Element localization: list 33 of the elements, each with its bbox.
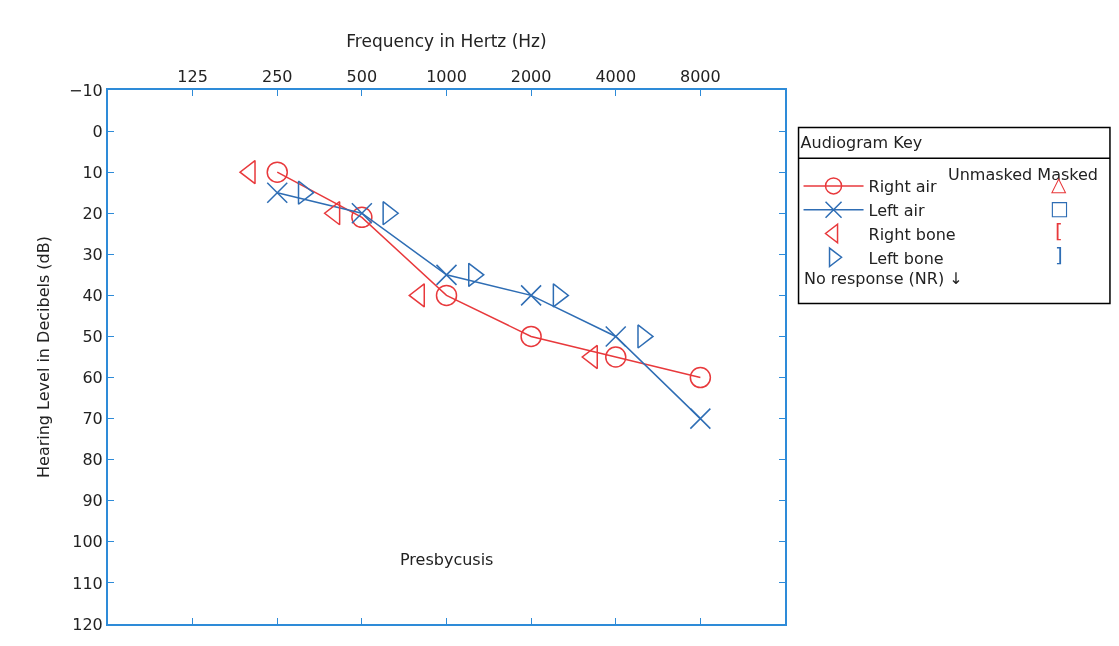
legend-label: Left bone — [868, 248, 944, 268]
y-tick-label: 80 — [82, 450, 103, 470]
y-tick-label: 70 — [82, 409, 103, 429]
legend-label: Right bone — [868, 224, 956, 244]
annotation: Presbycusis — [400, 550, 494, 569]
text: No response (NR) ↓ — [804, 269, 963, 288]
x-tick-label: 1000 — [426, 66, 467, 86]
y-tick-label: 0 — [92, 121, 103, 141]
x-axis-title: Frequency in Hertz (Hz) — [346, 30, 547, 51]
x-tick-label: 4000 — [595, 66, 637, 86]
y-tick-label: 40 — [82, 285, 103, 305]
y-tick-label: −10 — [69, 80, 103, 100]
x-tick-label: 250 — [261, 66, 293, 86]
y-tick-label: 50 — [82, 327, 103, 347]
y-tick-label: 60 — [82, 368, 103, 388]
legend-label: Left air — [868, 200, 925, 220]
y-tick-label: 10 — [82, 162, 103, 182]
legend-label: Right air — [868, 177, 938, 197]
y-tick-label: 30 — [82, 244, 103, 264]
legend-title: Audiogram Key — [800, 133, 923, 153]
x-tick-label: 500 — [346, 66, 378, 86]
y-tick-label: 100 — [72, 532, 103, 552]
x-tick-label: 2000 — [510, 66, 552, 86]
y-axis-title: Hearing Level in Decibels (dB) — [34, 236, 54, 478]
y-tick-label: 110 — [72, 573, 103, 593]
x-tick-label: 125 — [177, 66, 208, 86]
y-tick-label: 20 — [82, 203, 103, 223]
text: [ — [1055, 219, 1063, 243]
y-tick-label: 120 — [72, 614, 103, 634]
x-tick-label: 8000 — [680, 66, 721, 86]
text: ] — [1055, 243, 1063, 267]
y-tick-label: 90 — [82, 491, 103, 511]
text: □ — [1050, 196, 1069, 220]
